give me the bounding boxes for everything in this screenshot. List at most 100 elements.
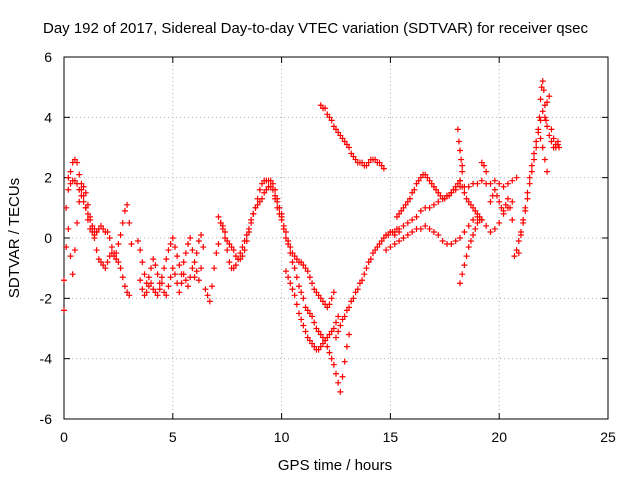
x-tick-label: 10 xyxy=(274,429,290,445)
data-point xyxy=(200,244,207,251)
data-point xyxy=(104,228,111,235)
data-point xyxy=(198,265,205,272)
data-point xyxy=(459,183,466,190)
data-point xyxy=(241,238,248,245)
data-point xyxy=(100,225,107,232)
data-point xyxy=(476,216,483,223)
data-point xyxy=(378,238,385,245)
data-point xyxy=(137,247,144,254)
data-point xyxy=(404,198,411,205)
data-point xyxy=(222,228,229,235)
data-point xyxy=(478,177,485,184)
data-point xyxy=(313,325,320,332)
data-point xyxy=(457,280,464,287)
data-point xyxy=(548,126,555,133)
data-point xyxy=(139,286,146,293)
data-point xyxy=(337,322,344,329)
data-point xyxy=(430,183,437,190)
data-point xyxy=(291,292,298,299)
data-point xyxy=(354,286,361,293)
data-point xyxy=(156,286,163,293)
data-point xyxy=(204,292,211,299)
x-tick-label: 5 xyxy=(169,429,177,445)
data-point xyxy=(348,150,355,157)
data-point xyxy=(224,238,231,245)
data-point xyxy=(324,343,331,350)
data-point xyxy=(335,313,342,320)
data-point xyxy=(259,180,266,187)
data-point xyxy=(333,126,339,133)
data-point xyxy=(343,141,350,148)
data-point xyxy=(359,159,366,166)
x-tick-label: 20 xyxy=(491,429,507,445)
data-point xyxy=(433,186,440,193)
data-point xyxy=(540,87,547,94)
data-point xyxy=(400,235,407,241)
data-point xyxy=(402,201,409,208)
y-axis-label: SDTVAR / TECUs xyxy=(6,178,23,298)
series-track-j xyxy=(282,268,353,395)
data-point xyxy=(143,289,150,296)
data-point xyxy=(261,189,268,196)
data-point xyxy=(513,247,520,254)
data-point xyxy=(171,244,178,251)
data-point xyxy=(491,225,498,232)
data-point xyxy=(126,219,133,226)
data-point xyxy=(84,210,91,217)
data-point xyxy=(326,331,333,338)
data-point xyxy=(554,141,561,148)
data-point xyxy=(426,225,433,232)
data-point xyxy=(500,183,507,190)
data-point xyxy=(121,283,128,290)
data-point xyxy=(343,307,350,314)
data-point xyxy=(104,259,111,266)
data-point xyxy=(526,174,533,181)
data-point xyxy=(535,126,542,133)
data-point xyxy=(328,355,335,362)
data-point xyxy=(139,259,146,266)
data-point xyxy=(311,286,318,293)
data-point xyxy=(513,174,520,181)
data-point xyxy=(494,192,501,199)
data-point xyxy=(511,253,518,260)
x-tick-label: 0 xyxy=(60,429,68,445)
data-point xyxy=(269,180,276,187)
data-point xyxy=(165,283,172,290)
data-point xyxy=(520,216,527,223)
data-point xyxy=(324,334,331,341)
data-point xyxy=(376,241,383,248)
series-track-q xyxy=(487,78,549,260)
data-point xyxy=(480,162,487,169)
data-point xyxy=(198,231,205,238)
data-point xyxy=(150,286,157,293)
data-point xyxy=(528,168,535,175)
data-point xyxy=(335,129,342,136)
data-point xyxy=(145,274,152,281)
data-point xyxy=(472,207,479,214)
data-point xyxy=(454,180,461,187)
data-point xyxy=(93,247,100,254)
data-point xyxy=(509,177,516,184)
data-point xyxy=(248,216,255,223)
data-point xyxy=(163,256,170,263)
data-point xyxy=(537,135,544,142)
data-point xyxy=(400,204,407,211)
data-point xyxy=(326,114,333,121)
data-point xyxy=(93,228,100,235)
data-point xyxy=(117,265,124,272)
data-point xyxy=(470,204,477,211)
data-point xyxy=(487,180,494,187)
data-point xyxy=(328,117,335,124)
data-point xyxy=(374,244,381,251)
data-point xyxy=(422,222,429,229)
y-tick-label: 4 xyxy=(44,109,52,125)
data-point xyxy=(154,271,161,278)
data-point xyxy=(298,259,305,266)
data-point xyxy=(474,210,481,217)
data-point xyxy=(544,168,551,175)
data-point xyxy=(87,213,94,220)
data-point xyxy=(539,144,546,151)
data-point xyxy=(180,271,187,278)
data-point xyxy=(161,289,168,296)
